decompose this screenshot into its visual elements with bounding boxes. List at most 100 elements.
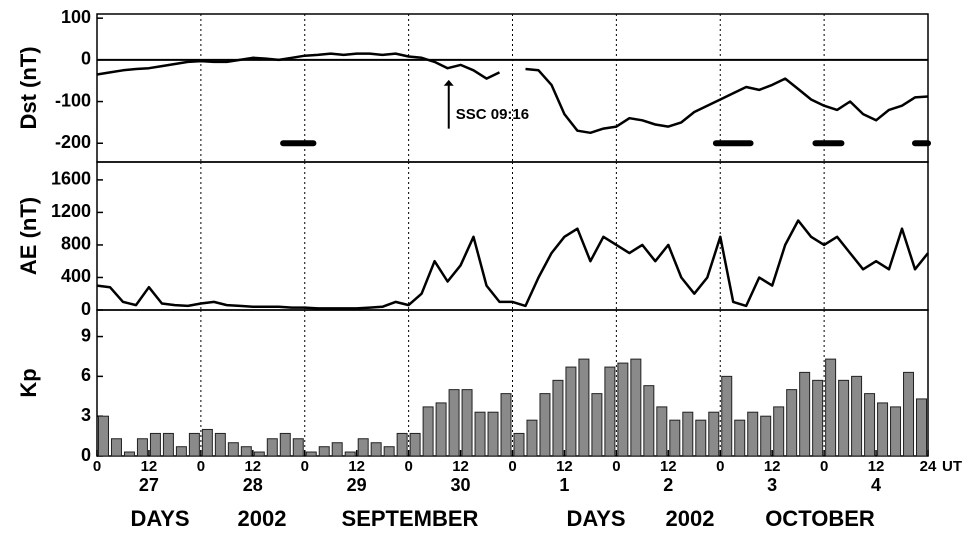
bar (162, 432, 174, 457)
bar (643, 385, 655, 457)
bar (500, 393, 512, 457)
bar (266, 438, 278, 457)
x-tick-label: 12 (764, 458, 781, 475)
annotation-arrowhead (443, 79, 454, 86)
bar (682, 411, 694, 457)
x-tick-label: 12 (244, 458, 261, 475)
y-tick-label: 400 (61, 266, 91, 286)
bar (591, 393, 603, 457)
bar (357, 438, 369, 457)
bar (773, 406, 785, 457)
bar (916, 398, 927, 457)
bar (318, 446, 330, 457)
x-tick-label: 0 (508, 458, 516, 475)
x-tick-label: 0 (716, 458, 724, 475)
bar (903, 371, 915, 457)
x-tick-label: 12 (141, 458, 158, 475)
bar (812, 379, 824, 457)
x-tick-label: 0 (301, 458, 309, 475)
bar (98, 415, 109, 457)
bar (578, 358, 590, 457)
y-tick-label: 0 (81, 299, 91, 319)
bar (760, 415, 772, 457)
x-axis-label: DAYS (566, 506, 625, 531)
bar (123, 451, 135, 457)
bar (409, 432, 421, 457)
bar (721, 375, 733, 457)
bar (825, 358, 837, 457)
bar (513, 432, 525, 457)
bar (695, 419, 707, 457)
x-tick-label: 0 (93, 458, 101, 475)
bar (461, 389, 473, 457)
bar (435, 402, 447, 457)
bar (799, 371, 811, 457)
y-tick-label: 3 (81, 405, 91, 425)
bar (396, 432, 408, 457)
bar (851, 375, 863, 457)
data-line (96, 52, 929, 135)
bar (201, 428, 213, 457)
day-label: 29 (347, 475, 367, 495)
y-tick-label: 1600 (51, 169, 91, 189)
x-unit: UT (942, 458, 962, 475)
bar (305, 451, 317, 457)
x-tick-label: 12 (556, 458, 573, 475)
bar (279, 432, 291, 457)
y-axis-label: AE (nT) (16, 197, 41, 275)
x-axis-label: DAYS (130, 506, 189, 531)
day-label: 2 (663, 475, 673, 495)
y-tick-label: 0 (81, 445, 91, 465)
x-tick-label: 12 (660, 458, 677, 475)
y-tick-label: 1200 (51, 201, 91, 221)
bar (175, 446, 187, 457)
bar (552, 379, 564, 457)
x-tick-label: 0 (612, 458, 620, 475)
x-tick-label: 0 (197, 458, 205, 475)
bar (617, 362, 629, 457)
y-tick-label: -100 (55, 90, 91, 110)
day-label: 30 (451, 475, 471, 495)
bar (136, 438, 148, 457)
y-tick-label: 0 (81, 49, 91, 69)
day-label: 3 (767, 475, 777, 495)
bar (253, 451, 265, 457)
day-label: 28 (243, 475, 263, 495)
bar (422, 406, 434, 457)
x-axis-label: 2002 (666, 506, 715, 531)
bar (188, 432, 200, 457)
bar (227, 442, 239, 457)
y-tick-label: 800 (61, 234, 91, 254)
bar (669, 419, 681, 457)
bar (448, 389, 460, 457)
bar (526, 419, 538, 457)
bar (383, 446, 395, 457)
bar (240, 446, 252, 457)
x-tick-label: 24 (920, 458, 937, 475)
x-tick-label: 0 (404, 458, 412, 475)
bar (487, 411, 499, 457)
bar (708, 411, 720, 457)
y-tick-label: 100 (61, 7, 91, 27)
x-axis-label: 2002 (238, 506, 287, 531)
bar (370, 442, 382, 457)
bar (838, 379, 850, 457)
bar (604, 366, 616, 457)
y-tick-label: -200 (55, 132, 91, 152)
bar (565, 366, 577, 457)
bar (656, 406, 668, 457)
bar (786, 389, 798, 457)
y-axis-label: Kp (16, 368, 41, 397)
bar (344, 451, 356, 457)
bar (864, 393, 876, 457)
bar (630, 358, 642, 457)
x-tick-label: 12 (348, 458, 365, 475)
bar (292, 438, 304, 457)
day-label: 27 (139, 475, 159, 495)
y-axis-label: Dst (nT) (16, 46, 41, 129)
annotation-text: SSC 09:16 (456, 106, 529, 123)
bar (214, 432, 226, 457)
bar (890, 406, 902, 457)
bar (734, 419, 746, 457)
